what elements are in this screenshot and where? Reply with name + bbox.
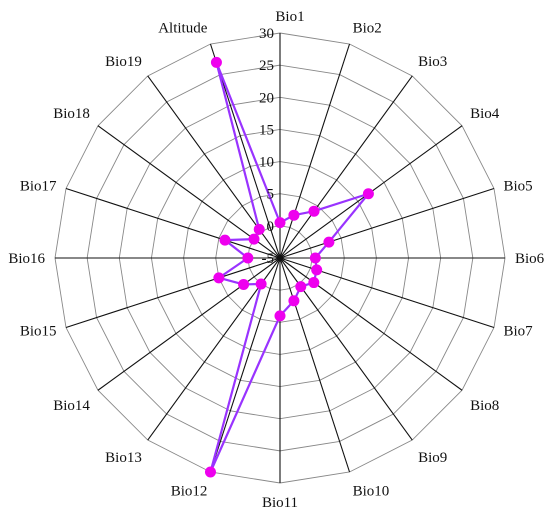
category-label: Bio18 [53, 106, 90, 122]
data-point [362, 188, 374, 200]
category-label: Bio7 [504, 324, 534, 340]
data-point [253, 223, 265, 235]
radial-tick-label: 20 [259, 90, 274, 106]
category-label: Bio3 [418, 54, 447, 70]
data-point [308, 205, 320, 217]
data-point [238, 278, 250, 290]
category-label: Bio11 [262, 495, 298, 511]
data-point [274, 217, 286, 229]
data-point [323, 236, 335, 248]
category-label: Bio5 [504, 178, 533, 194]
series-line [209, 61, 370, 474]
category-label: Bio16 [8, 251, 45, 267]
category-label: Bio12 [171, 484, 208, 500]
radial-tick-labels: -5 0 5 10 15 20 25 30 [259, 26, 274, 267]
radial-tick-label: 5 [267, 187, 275, 203]
category-label: Bio2 [353, 21, 382, 37]
axis-spoke [209, 43, 281, 259]
data-point [295, 281, 307, 293]
axis-spoke [279, 43, 351, 259]
category-label: Bio13 [105, 450, 142, 466]
data-point [210, 56, 222, 68]
axis-spoke [65, 187, 281, 259]
data-series [204, 56, 374, 478]
category-label: Bio15 [20, 324, 57, 340]
data-point [255, 278, 267, 290]
category-label: Bio8 [470, 398, 499, 414]
axis-spoke [65, 257, 281, 329]
category-label: Bio14 [53, 398, 90, 414]
axis-spoke [279, 187, 495, 259]
axis-spokes [55, 33, 505, 483]
category-label: Bio10 [353, 484, 390, 500]
category-label: Bio17 [20, 178, 57, 194]
radial-tick-label: -5 [262, 251, 275, 267]
data-point [311, 264, 323, 276]
radial-tick-label: 0 [267, 219, 275, 235]
category-labels: Bio1 Bio2 Bio3 Bio4 Bio5 Bio6 Bio7 Bio8 Bio9 Bio1… [8, 9, 544, 511]
radial-tick-label: 30 [259, 26, 274, 42]
data-point [213, 272, 225, 284]
data-point [288, 209, 300, 221]
data-point [219, 234, 231, 246]
axis-spoke [209, 257, 281, 473]
category-label: Altitude [158, 21, 208, 37]
category-label: Bio9 [418, 450, 447, 466]
radial-tick-label: 25 [259, 58, 274, 74]
data-point [248, 233, 260, 245]
radial-tick-label: 10 [259, 155, 274, 171]
axis-spoke [279, 75, 413, 259]
axis-spoke [279, 257, 351, 473]
data-point [242, 252, 254, 264]
category-label: Bio6 [515, 251, 545, 267]
axis-spoke [279, 257, 463, 391]
data-point [308, 277, 320, 289]
data-point [204, 466, 216, 478]
radial-tick-label: 15 [259, 122, 274, 138]
data-point [309, 252, 321, 264]
data-point [288, 295, 300, 307]
category-label: Bio1 [275, 9, 304, 25]
axis-spoke [97, 257, 281, 391]
category-label: Bio4 [470, 106, 500, 122]
category-label: Bio19 [105, 54, 142, 70]
data-point [274, 310, 286, 322]
